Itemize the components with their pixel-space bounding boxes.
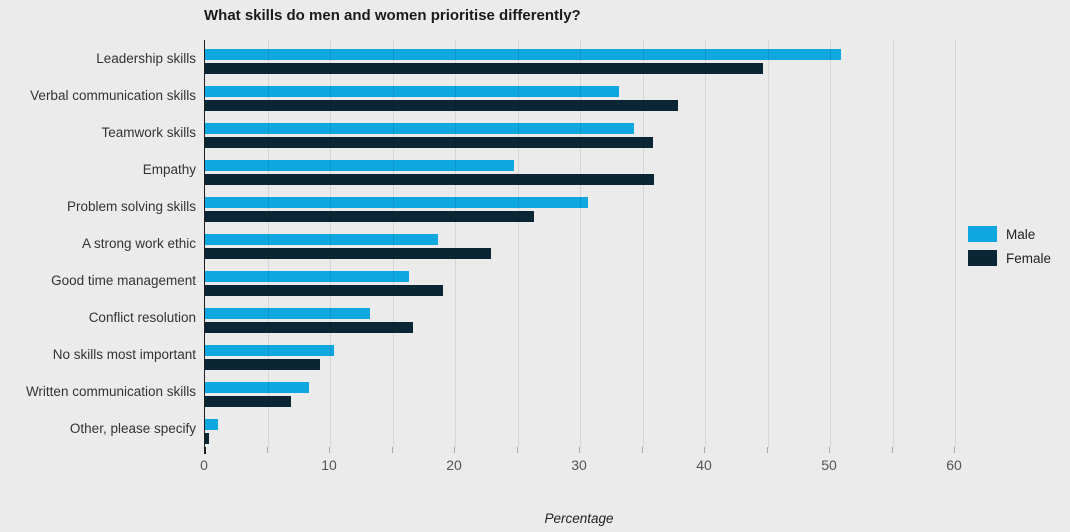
axis-tick (454, 447, 455, 453)
legend-entry-male: Male (968, 222, 1051, 246)
axis-tick (391, 447, 393, 453)
category-label: Empathy (142, 162, 196, 177)
gridline (517, 40, 519, 447)
axis-tick-label: 10 (321, 457, 337, 473)
axis-tick-label: 20 (446, 457, 462, 473)
axis-tick-label: 40 (696, 457, 712, 473)
category-label: No skills most important (52, 347, 196, 362)
bar-male (205, 160, 514, 171)
legend-label-female: Female (1006, 250, 1052, 266)
category-label: Verbal communication skills (30, 88, 196, 103)
bar-group (205, 299, 1046, 336)
gridline (955, 40, 956, 447)
bar-group (205, 188, 1046, 225)
bar-female (205, 174, 654, 185)
bar-male (205, 197, 588, 208)
gridline (642, 40, 644, 447)
bar-female (205, 285, 443, 296)
bar-group (205, 151, 1046, 188)
gridline (767, 40, 769, 447)
chart-title: What skills do men and women prioritise … (204, 7, 581, 24)
bar-male (205, 345, 334, 356)
bar-female (205, 359, 320, 370)
bar-male (205, 234, 438, 245)
bar-male (205, 308, 370, 319)
axis-tick (954, 447, 955, 453)
bar-male (205, 123, 634, 134)
category-label: Conflict resolution (88, 310, 196, 325)
gridline (330, 40, 331, 447)
legend-label-male: Male (1006, 226, 1036, 242)
gridline (392, 40, 394, 447)
bar-group (205, 410, 1046, 447)
axis-tick (766, 447, 768, 453)
bar-male (205, 419, 218, 430)
female-swatch (968, 250, 997, 266)
bar-female (205, 433, 209, 444)
category-label: Written communication skills (25, 384, 196, 399)
category-label: Other, please specify (69, 421, 196, 436)
bar-group (205, 77, 1046, 114)
bar-male (205, 49, 842, 60)
bar-female (205, 63, 763, 74)
category-label: Problem solving skills (66, 199, 196, 214)
bar-group (205, 262, 1046, 299)
axis-tick (829, 447, 830, 453)
bar-female (205, 248, 492, 259)
axis-tick (516, 447, 518, 453)
axis-tick (329, 447, 330, 453)
bar-female (205, 137, 653, 148)
bar-group (205, 336, 1046, 373)
category-label: A strong work ethic (81, 236, 196, 251)
bar-male (205, 271, 409, 282)
male-swatch (968, 226, 997, 242)
axis-tick (641, 447, 643, 453)
axis-tick (704, 447, 705, 453)
axis-tick-label: 50 (821, 457, 837, 473)
axis-tick (204, 447, 206, 454)
bar-group (205, 40, 1046, 77)
axis-tick (579, 447, 580, 453)
gridline (455, 40, 456, 447)
legend: Male Female (968, 222, 1051, 270)
bar-female (205, 322, 413, 333)
plot-area (204, 40, 1046, 447)
axis-tick (891, 447, 893, 453)
bar-female (205, 396, 292, 407)
bar-group (205, 114, 1046, 151)
bar-male (205, 86, 619, 97)
x-axis-title: Percentage (544, 511, 614, 526)
x-axis: 0 10 20 30 40 50 60 (200, 447, 1045, 477)
gridline (267, 40, 269, 447)
category-label: Leadership skills (96, 51, 196, 66)
bar-female (205, 211, 534, 222)
legend-entry-female: Female (968, 246, 1051, 270)
category-axis-labels: Leadership skills Verbal communication sk… (0, 40, 196, 447)
bar-group (205, 373, 1046, 410)
bar-male (205, 382, 309, 393)
axis-tick (266, 447, 268, 453)
gridline (705, 40, 706, 447)
bar-female (205, 100, 678, 111)
gridline (830, 40, 831, 447)
bar-group (205, 225, 1046, 262)
category-label: Teamwork skills (101, 125, 196, 140)
axis-tick-label: 60 (946, 457, 962, 473)
gridline (892, 40, 894, 447)
axis-tick-label: 0 (200, 457, 208, 473)
gridline (580, 40, 581, 447)
axis-tick-label: 30 (571, 457, 587, 473)
category-label: Good time management (51, 273, 196, 288)
